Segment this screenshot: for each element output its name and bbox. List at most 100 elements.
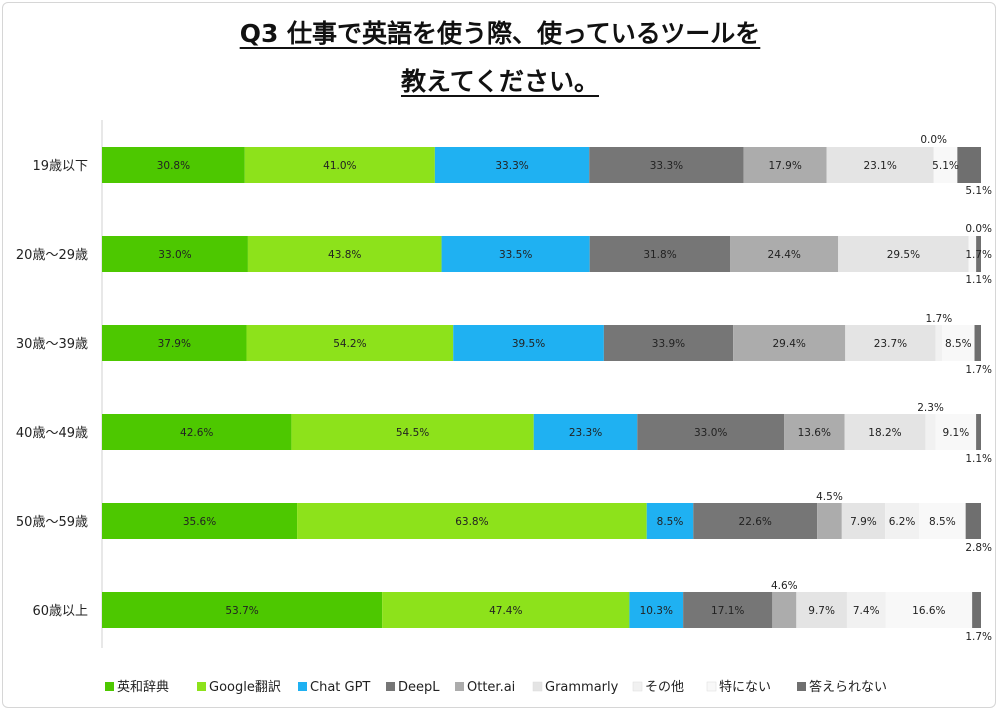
data-label: 23.7% [874, 338, 907, 350]
bar-segment [925, 414, 936, 450]
bar-segment [796, 592, 847, 628]
category-label: 19歳以下 [32, 159, 88, 174]
data-label: 39.5% [512, 338, 545, 350]
legend-swatch [706, 681, 717, 692]
data-label: 5.1% [965, 185, 992, 197]
bar-segment [826, 147, 934, 183]
data-label: 17.1% [711, 605, 744, 617]
data-label: 43.8% [328, 249, 361, 261]
bar-segment [247, 236, 442, 272]
legend-label: 英和辞典 [117, 680, 169, 695]
bar-segment [841, 503, 886, 539]
data-label: 0.0% [920, 134, 947, 146]
data-label: 1.1% [965, 453, 992, 465]
data-label: 10.3% [640, 605, 673, 617]
bar-segment [102, 236, 248, 272]
data-label: 41.0% [323, 160, 356, 172]
bars-layer [101, 120, 981, 648]
data-label: 33.3% [495, 160, 528, 172]
category-label: 60歳以上 [32, 604, 88, 619]
bar-segment [845, 325, 936, 361]
data-label: 18.2% [868, 427, 901, 439]
data-label: 17.9% [768, 160, 801, 172]
bar-segment [976, 414, 981, 450]
data-label: 47.4% [489, 605, 522, 617]
bar-segment [965, 503, 981, 539]
data-label: 54.5% [396, 427, 429, 439]
bar-segment [846, 592, 886, 628]
data-label: 53.7% [225, 605, 258, 617]
bar-segment [733, 325, 846, 361]
legend-label: 答えられない [809, 679, 887, 695]
data-label: 2.8% [965, 542, 992, 554]
data-label: 16.6% [912, 605, 945, 617]
bar-segment [976, 236, 981, 272]
data-label: 8.5% [657, 516, 684, 528]
bar-segment [683, 592, 773, 628]
category-label: 40歳〜49歳 [16, 426, 88, 441]
bar-segment [885, 592, 973, 628]
data-label: 7.9% [850, 516, 877, 528]
data-label: 4.5% [816, 491, 843, 503]
legend-label: Google翻訳 [209, 680, 281, 695]
legend-swatch [105, 682, 114, 691]
bar-segment [244, 147, 435, 183]
data-label: 6.2% [889, 516, 916, 528]
legend-label: Otter.ai [467, 680, 515, 695]
legend-item: 答えられない [797, 679, 887, 695]
bar-segment [885, 503, 920, 539]
bar-segment [933, 147, 958, 183]
bar-segment [102, 325, 247, 361]
bar-segment [453, 325, 604, 361]
data-label: 8.5% [945, 338, 972, 350]
legend-label: 特にない [719, 680, 771, 695]
bar-segment [102, 414, 292, 450]
bar-segment [968, 236, 977, 272]
legend-item: Grammarly [532, 680, 619, 695]
bar-segment [589, 236, 731, 272]
category-label: 50歳〜59歳 [16, 515, 88, 530]
data-label: 1.7% [965, 249, 992, 261]
bar-segment [441, 236, 590, 272]
bar-segment [817, 503, 842, 539]
data-label: 33.0% [694, 427, 727, 439]
data-label: 63.8% [455, 516, 488, 528]
legend-swatch [197, 682, 206, 691]
legend-item: Chat GPT [298, 680, 370, 695]
bar-segment [784, 414, 845, 450]
legend-swatch [797, 682, 806, 691]
data-label: 24.4% [768, 249, 801, 261]
bar-segment [844, 414, 926, 450]
bar-segment [743, 147, 827, 183]
data-label: 54.2% [333, 338, 366, 350]
data-label: 1.7% [965, 364, 992, 376]
bar-segment [629, 592, 684, 628]
data-label: 29.5% [887, 249, 920, 261]
legend-item: 特にない [706, 680, 771, 695]
bar-segment [972, 592, 981, 628]
bar-segment [919, 503, 966, 539]
legend-label: その他 [645, 680, 684, 695]
legend-label: DeepL [398, 680, 440, 695]
legend-item: Google翻訳 [197, 680, 281, 695]
data-label: 9.1% [943, 427, 970, 439]
bar-segment [974, 325, 981, 361]
data-label: 33.5% [499, 249, 532, 261]
data-label: 2.3% [917, 402, 944, 414]
bar-segment [942, 325, 975, 361]
data-label: 29.4% [773, 338, 806, 350]
legend-swatch [455, 682, 464, 691]
data-label: 33.9% [652, 338, 685, 350]
bar-segment [603, 325, 734, 361]
bar-segment [297, 503, 647, 539]
legend-item: Otter.ai [455, 680, 515, 695]
legend-label: Chat GPT [310, 680, 370, 695]
bar-segment [730, 236, 839, 272]
data-label: 33.0% [158, 249, 191, 261]
bar-segment [102, 592, 383, 628]
data-label: 7.4% [853, 605, 880, 617]
bar-segment [533, 414, 638, 450]
legend-swatch [386, 682, 395, 691]
